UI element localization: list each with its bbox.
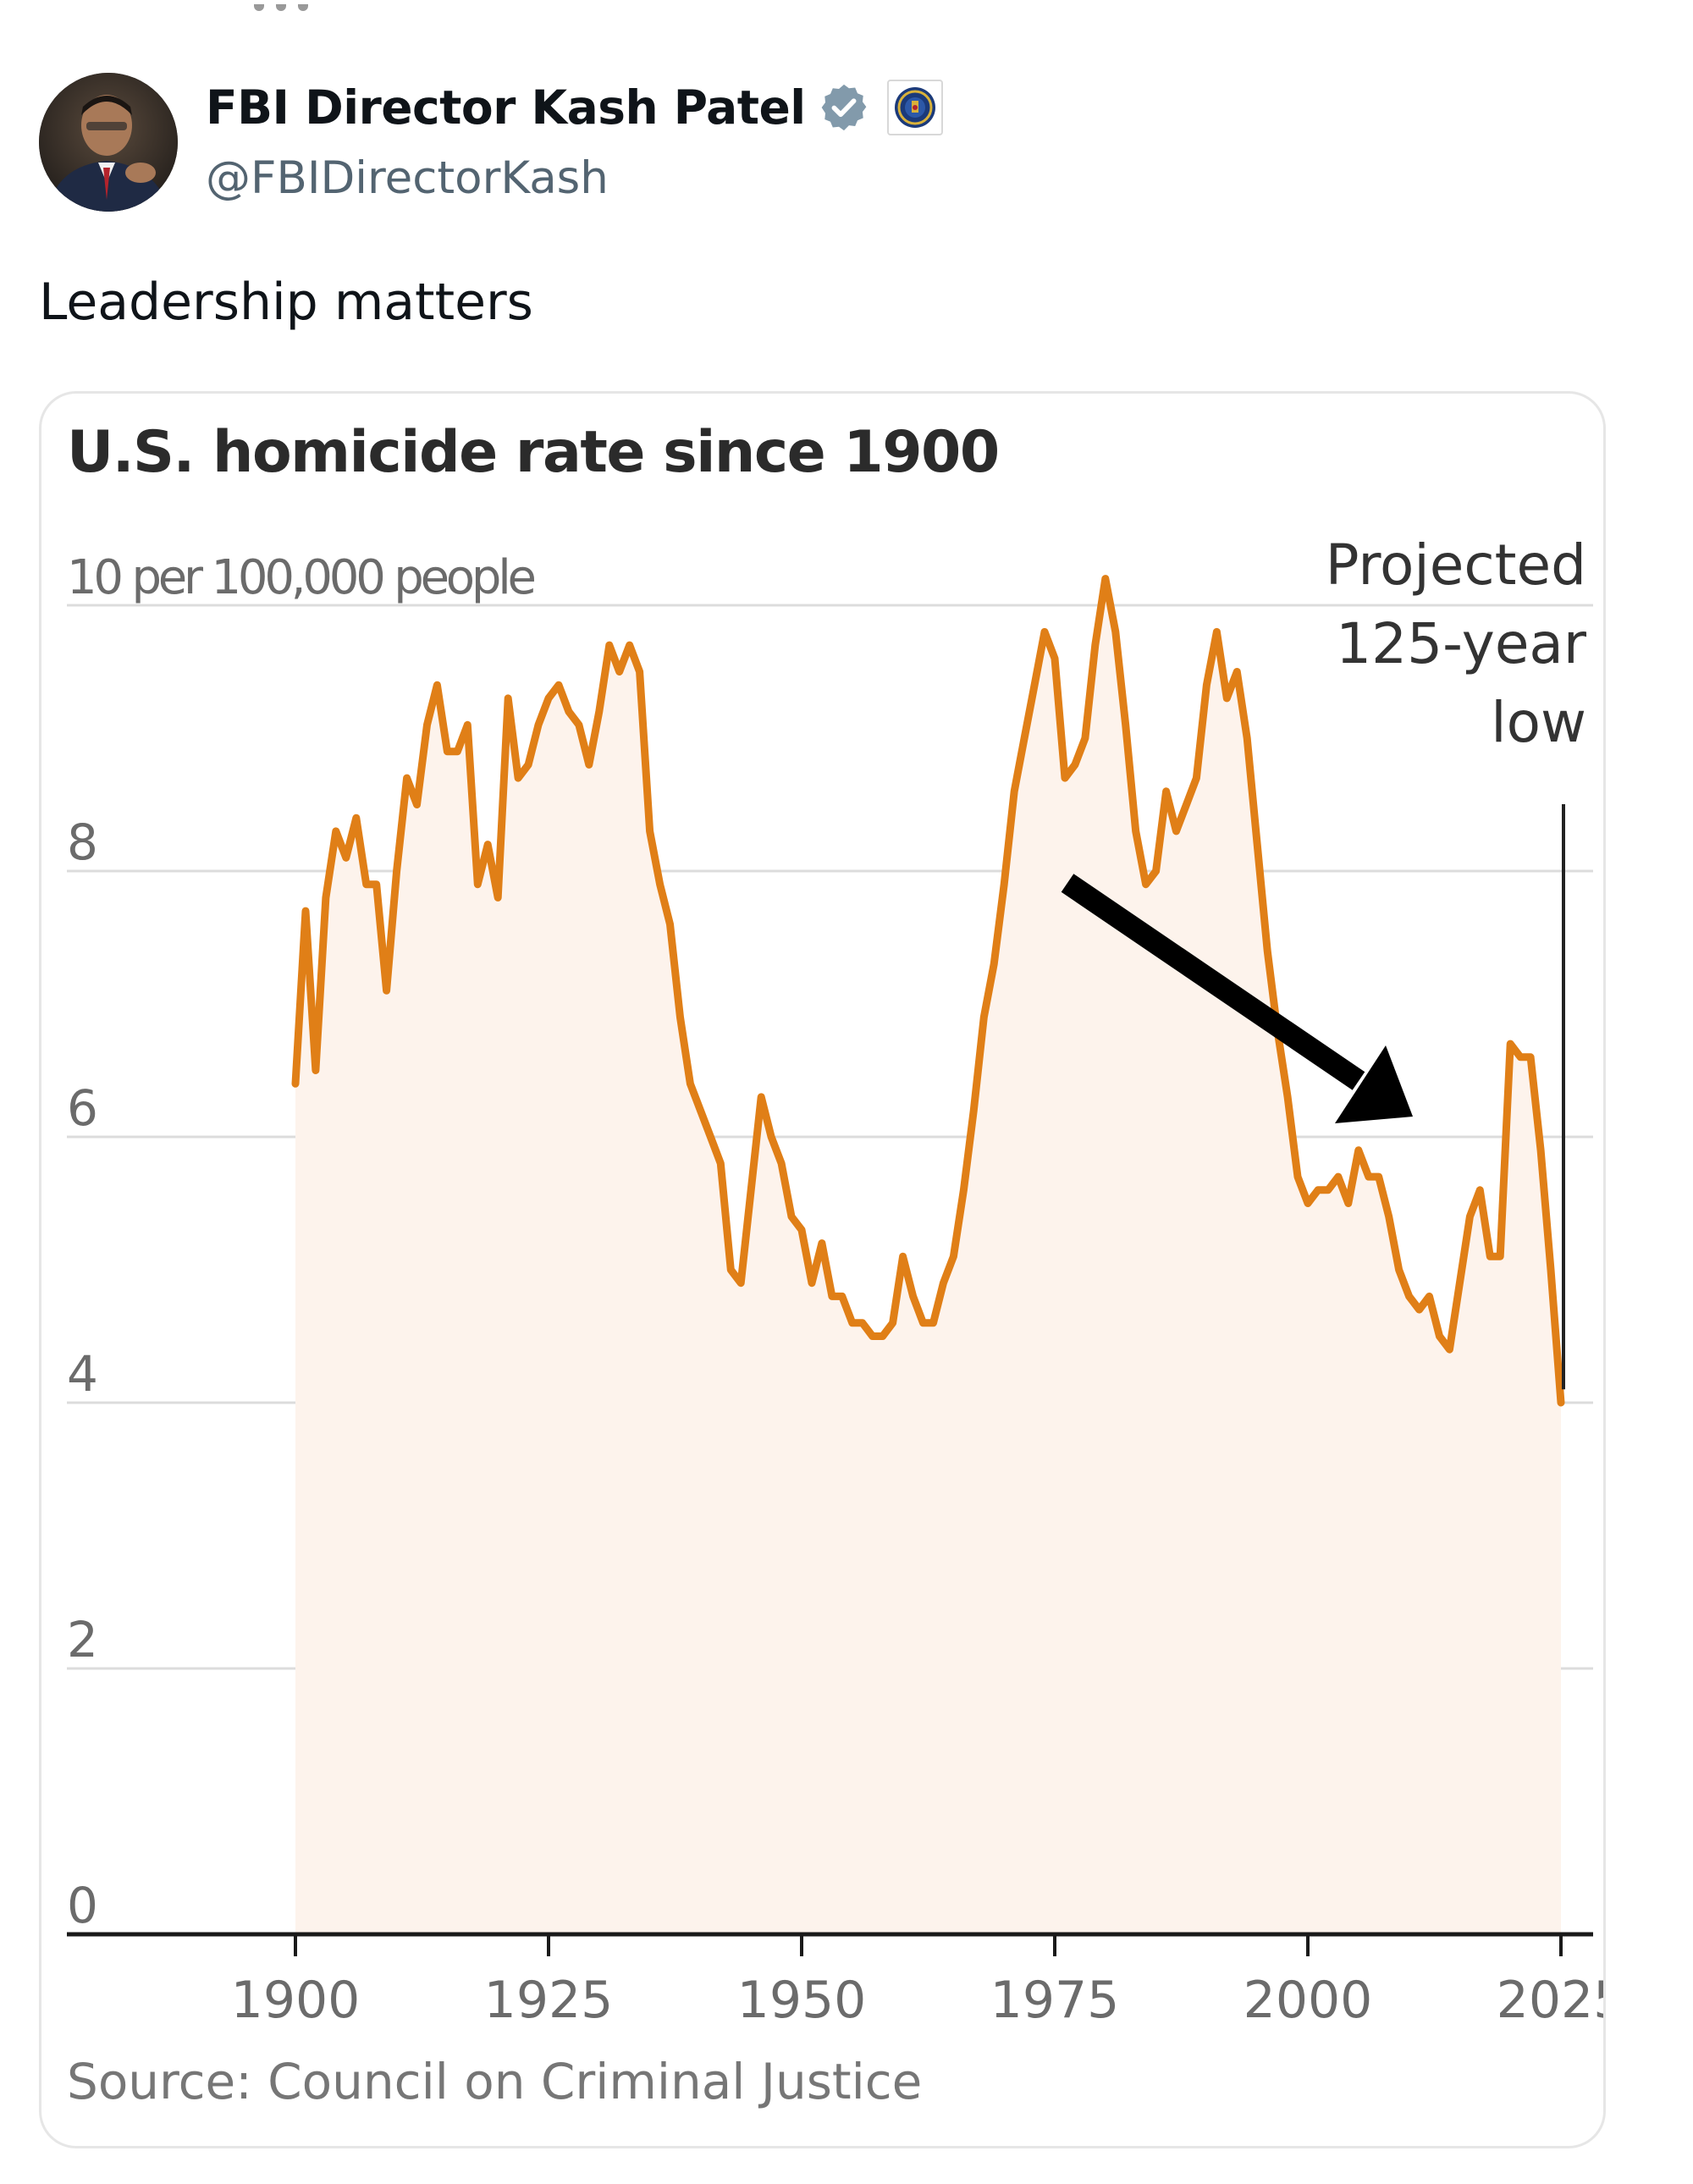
x-tick-label-1950: 1950 bbox=[737, 1971, 867, 2030]
author-row: FBI Director Kash Patel bbox=[206, 80, 943, 135]
verified-badge-icon bbox=[821, 84, 867, 131]
chart-title: U.S. homicide rate since 1900 bbox=[67, 419, 1000, 486]
series-line bbox=[291, 575, 1565, 1407]
annotation-text-line-1: Projected bbox=[1326, 532, 1586, 598]
y-tick-label-4: 4 bbox=[67, 1345, 98, 1403]
x-tick-label-1975: 1975 bbox=[990, 1971, 1120, 2030]
author-name[interactable]: FBI Director Kash Patel bbox=[206, 80, 806, 135]
avatar[interactable] bbox=[39, 73, 178, 212]
homicide-rate-chart: Projected 125-year low 0 2 4 6 8 10 per 100,000… bbox=[67, 532, 1603, 2030]
y-tick-label-10: 10 per 100,000 people bbox=[67, 550, 537, 605]
overlay-arrow-shaft bbox=[1061, 874, 1365, 1090]
post-text: Leadership matters bbox=[39, 273, 533, 332]
x-tick-label-1900: 1900 bbox=[231, 1971, 361, 2030]
y-tick-label-8: 8 bbox=[67, 813, 98, 871]
x-tick-label-1925: 1925 bbox=[484, 1971, 614, 2030]
author-handle[interactable]: @FBIDirectorKash bbox=[206, 152, 609, 204]
x-tick-label-2025: 2025 bbox=[1497, 1971, 1603, 2030]
area-fill bbox=[295, 578, 1561, 1934]
chart-card[interactable]: U.S. homicide rate since 1900 Projected 1… bbox=[39, 391, 1606, 2148]
y-tick-label-2: 2 bbox=[67, 1611, 98, 1668]
chart-source: Source: Council on Criminal Justice bbox=[67, 2053, 923, 2110]
overlay-arrow-head bbox=[1335, 1045, 1413, 1123]
annotation-text-line-2: 125-year bbox=[1336, 611, 1587, 676]
y-tick-label-0: 0 bbox=[67, 1877, 98, 1934]
cropped-header-fragment bbox=[254, 0, 389, 11]
annotation-text-line-3: low bbox=[1491, 690, 1586, 755]
y-tick-label-6: 6 bbox=[67, 1079, 98, 1137]
fbi-seal-icon[interactable] bbox=[886, 80, 943, 135]
post-header: FBI Director Kash Patel @FBIDirectorKash bbox=[39, 73, 1647, 217]
x-tick-label-2000: 2000 bbox=[1244, 1971, 1373, 2030]
